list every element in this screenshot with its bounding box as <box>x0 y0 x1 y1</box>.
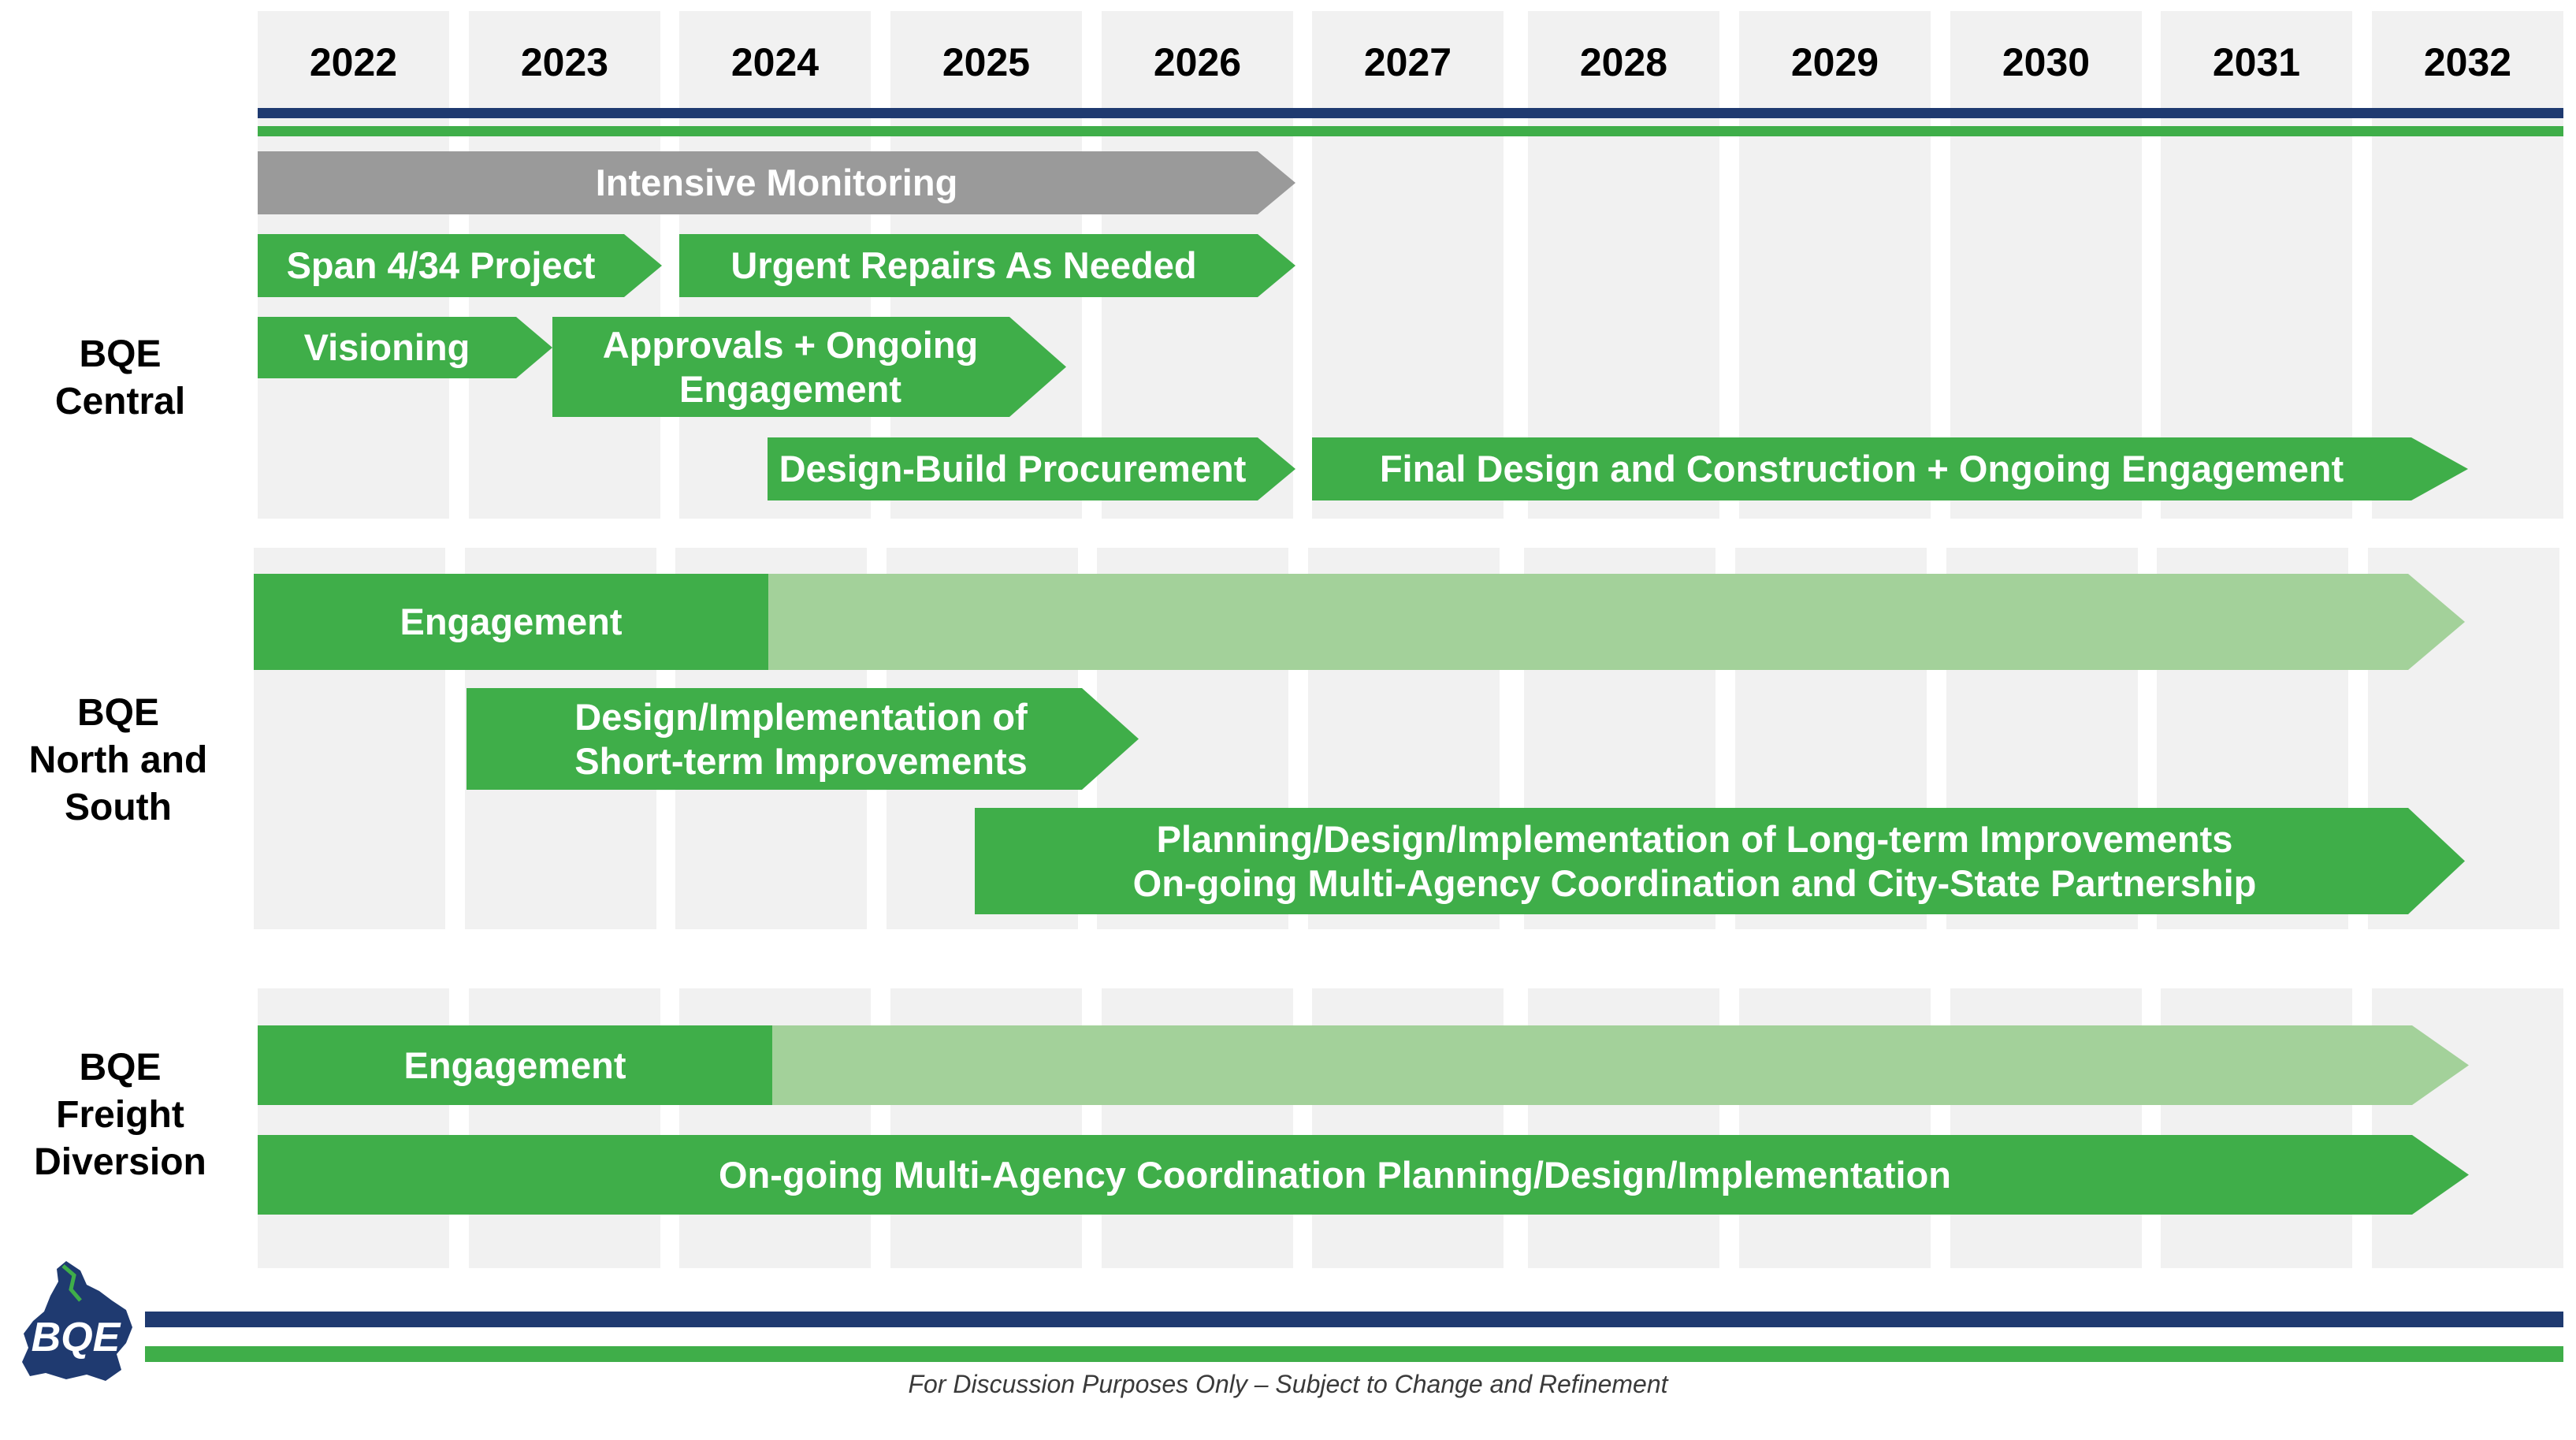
bar-label: On-going Multi-Agency Coordination Plann… <box>718 1153 1951 1196</box>
footer-disclaimer: For Discussion Purposes Only – Subject t… <box>908 1370 1668 1398</box>
bar-approvals: Approvals + Ongoing Engagement <box>552 317 1066 417</box>
year-label: 2026 <box>1153 40 1242 84</box>
bar-coordination: On-going Multi-Agency Coordination Plann… <box>258 1135 2469 1215</box>
year-label: 2030 <box>2002 40 2091 84</box>
year-label: 2032 <box>2423 40 2512 84</box>
year-label: 2028 <box>1579 40 1668 84</box>
bar-label: Visioning <box>303 326 470 368</box>
bar-db-procurement: Design-Build Procurement <box>768 437 1295 500</box>
footer-rule-green <box>145 1346 2563 1362</box>
year-label: 2027 <box>1363 40 1452 84</box>
bar-span-project: Span 4/34 Project <box>258 234 662 297</box>
year-label: 2031 <box>2212 40 2301 84</box>
bar-visioning: Visioning <box>258 317 552 378</box>
bar-label: Final Design and Construction + Ongoing … <box>1379 448 2344 489</box>
row-label-bqe-north-south: BQE North and South <box>28 692 208 828</box>
year-column <box>1312 11 1504 519</box>
row-label-bqe-central: BQE Central <box>54 333 186 422</box>
year-column <box>2161 11 2352 519</box>
header-rule-navy <box>258 108 2563 118</box>
bar-engagement: Engagement <box>254 574 768 670</box>
bar-label: Design-Build Procurement <box>779 448 1247 489</box>
bar-label: Intensive Monitoring <box>595 162 958 203</box>
logo-text: BQE <box>32 1315 121 1360</box>
bar-intensive-monitoring: Intensive Monitoring <box>258 151 1295 214</box>
header-rule-green <box>258 126 2563 136</box>
footer-rule-navy <box>145 1312 2563 1327</box>
bar-long-term: Planning/Design/Implementation of Long-t… <box>975 808 2465 914</box>
bar-label: Planning/Design/Implementation of Long-t… <box>1132 817 2257 904</box>
bar-label: Approvals + Ongoing Engagement <box>602 323 979 410</box>
year-column <box>2372 11 2563 519</box>
bar-urgent-repairs: Urgent Repairs As Needed <box>679 234 1295 297</box>
bar-short-term: Design/Implementation of Short-term Impr… <box>467 688 1139 790</box>
bar-label: Span 4/34 Project <box>286 244 596 286</box>
year-label: 2029 <box>1790 40 1879 84</box>
year-label: 2024 <box>730 40 820 84</box>
bar-label: Engagement <box>403 1044 626 1086</box>
bar-final-design: Final Design and Construction + Ongoing … <box>1312 437 2468 500</box>
year-column <box>1739 11 1931 519</box>
year-column <box>1950 11 2142 519</box>
year-column <box>1528 11 1719 519</box>
bar-label: Engagement <box>400 601 623 642</box>
bqe-logo: BQE <box>22 1261 132 1381</box>
year-label: 2022 <box>309 40 398 84</box>
year-label: 2025 <box>942 40 1031 84</box>
bar-label: Urgent Repairs As Needed <box>730 244 1197 286</box>
year-label: 2023 <box>520 40 609 84</box>
bar-engagement: Engagement <box>258 1025 772 1105</box>
row-label-bqe-freight: BQE Freight Diversion <box>34 1047 206 1183</box>
bar-label: Design/Implementation of Short-term Impr… <box>574 695 1028 782</box>
